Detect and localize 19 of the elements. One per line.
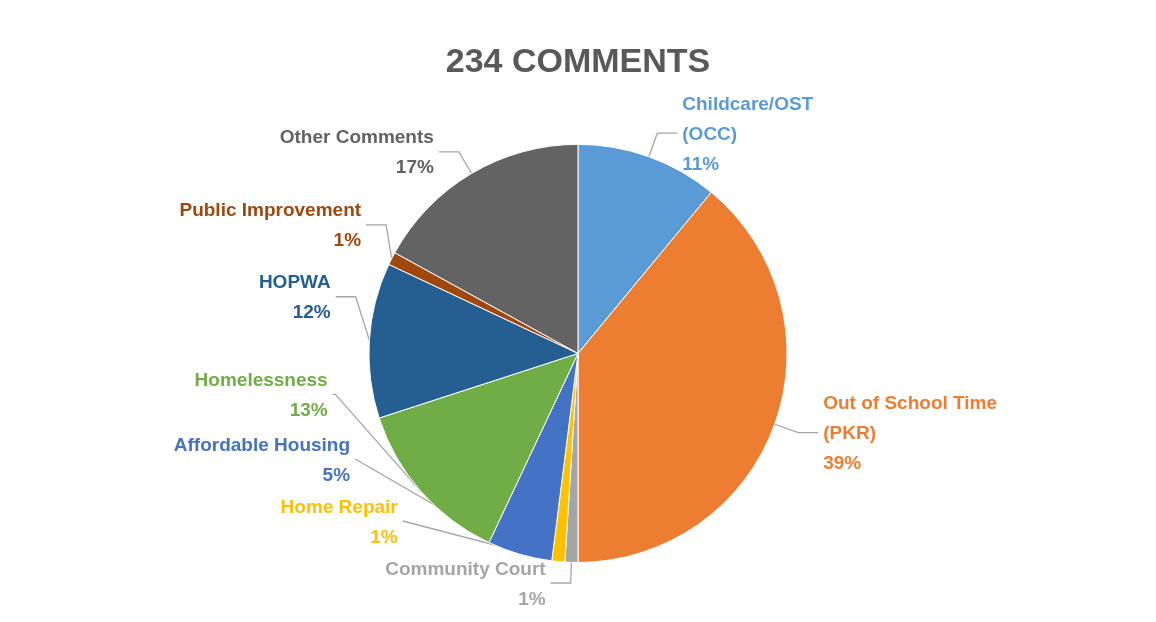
data-label: 39% — [823, 452, 862, 474]
slice-label: Affordable Housing — [173, 433, 351, 455]
chart-title: 234 COMMENTS — [445, 41, 711, 79]
slice-label: HOPWA — [258, 271, 331, 293]
data-label: 12% — [292, 301, 331, 323]
slice-label: Home Repair — [280, 495, 399, 517]
slice-label: Out of School Time (PKR) — [823, 392, 1003, 444]
data-label: 5% — [322, 463, 351, 485]
data-label: 1% — [518, 587, 546, 609]
slice-label: Childcare/OST (OCC) — [682, 92, 819, 144]
data-label: 1% — [333, 229, 362, 251]
data-label: 17% — [395, 156, 434, 178]
data-label: 1% — [370, 525, 398, 547]
slice-label: Public Improvement — [179, 199, 362, 221]
slice-label: Homelessness — [194, 368, 328, 390]
data-label: 11% — [682, 152, 720, 174]
data-label: 13% — [289, 398, 328, 420]
slice-label: Other Comments — [279, 126, 434, 148]
slice-label: Community Court — [385, 557, 547, 579]
